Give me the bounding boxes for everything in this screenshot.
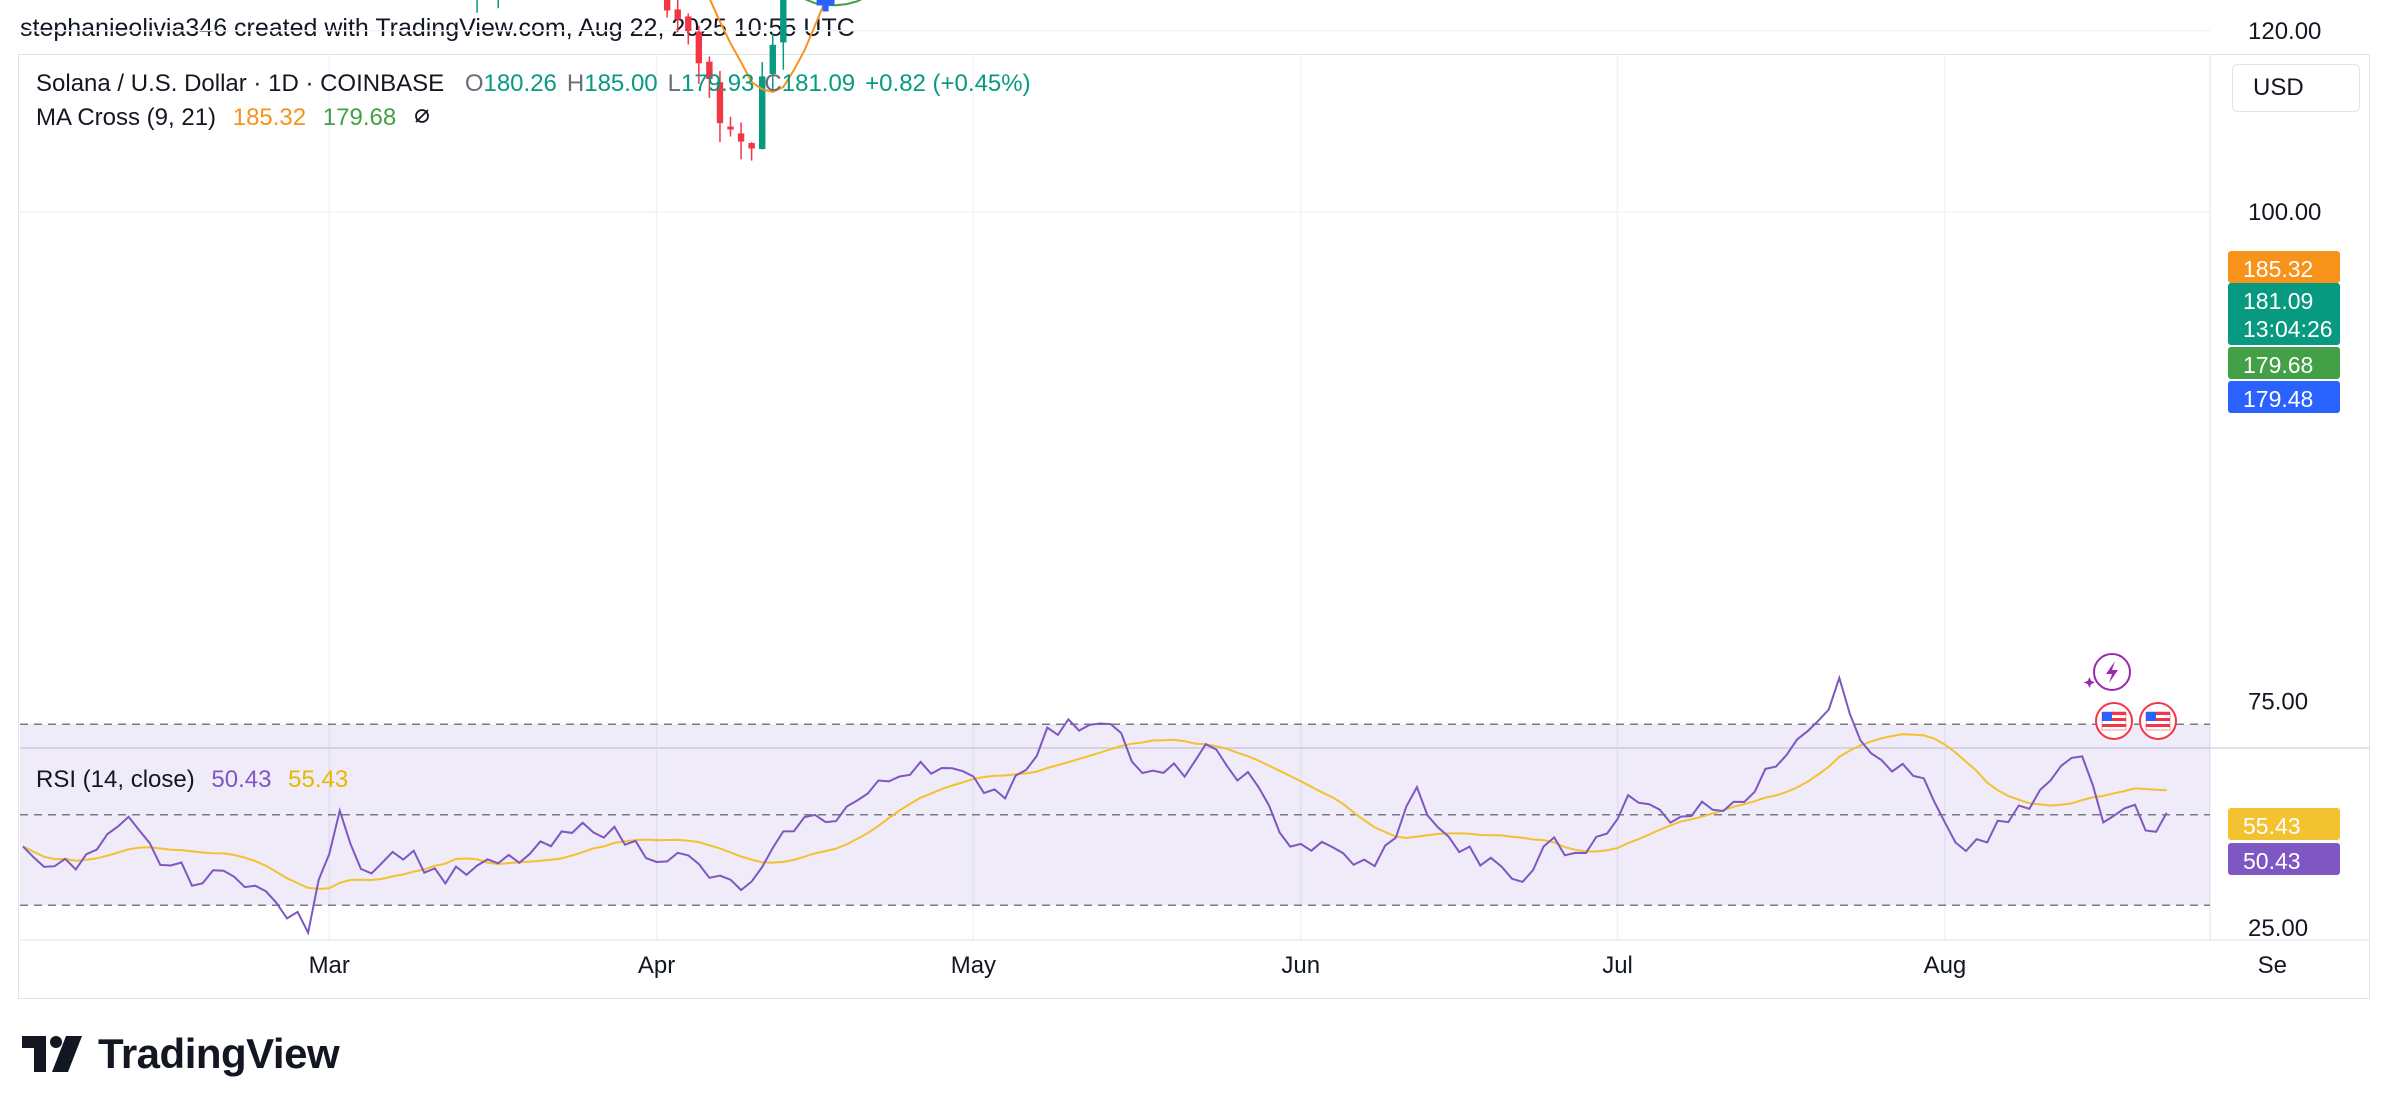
us-flag-event-icon[interactable] — [2139, 702, 2177, 740]
symbol-name[interactable]: Solana / U.S. Dollar · 1D · COINBASE — [36, 70, 445, 97]
close-value: 181.09 — [781, 70, 856, 97]
svg-text:179.48: 179.48 — [2243, 386, 2313, 412]
svg-text:185.32: 185.32 — [2243, 256, 2313, 282]
candle-body — [663, 0, 671, 11]
candle-body — [695, 31, 703, 64]
rsi-ma-value: 55.43 — [288, 766, 349, 793]
time-axis-tick-label: Jun — [1281, 952, 1320, 979]
ma-fast-value: 185.32 — [232, 104, 307, 131]
svg-text:181.09: 181.09 — [2243, 288, 2313, 314]
open-value: 180.26 — [483, 70, 557, 97]
ma-cross-marker — [816, 0, 835, 12]
ma-slow-price-tag: 179.68 — [2228, 347, 2340, 379]
svg-text:55.43: 55.43 — [2243, 813, 2301, 839]
ohlc-values: O180.26 H185.00 L179.93 C181.09 +0.82 (+0.45… — [465, 70, 1041, 97]
price-axis-tick-label: 120.00 — [2248, 18, 2321, 45]
price-axis-tick-label: 100.00 — [2248, 199, 2321, 226]
rsi-ma-tag: 55.43 — [2228, 808, 2340, 840]
ma-cross-legend[interactable]: MA Cross (9, 21) 185.32 179.68 — [36, 104, 441, 132]
rsi-value: 50.43 — [211, 766, 272, 793]
candle-body — [748, 143, 755, 149]
symbol-legend[interactable]: Solana / U.S. Dollar · 1D · COINBASE O18… — [36, 70, 1051, 98]
grid-lines — [20, 30, 2370, 941]
rsi-band — [20, 723, 2210, 906]
candle-body — [716, 82, 724, 124]
candle-body — [769, 44, 776, 74]
ma-cross-markers — [816, 0, 835, 12]
rsi-axis-tick-label: 25.00 — [2248, 915, 2308, 942]
candle-body — [737, 133, 745, 142]
time-axis-tick-label: Jul — [1602, 952, 1633, 979]
chart-frame — [18, 54, 2370, 999]
candle-body — [780, 0, 787, 43]
prev-close-price-tag: 179.48 — [2228, 381, 2340, 413]
rsi-axis-tick-label: 75.00 — [2248, 689, 2308, 716]
us-flag-event-icon[interactable] — [2095, 702, 2133, 740]
ma-fast-price-tag: 185.32 — [2228, 251, 2340, 283]
time-axis-tick-label: May — [951, 952, 996, 979]
high-label: H — [566, 70, 585, 97]
change-value: +0.82 (+0.45%) — [865, 70, 1031, 97]
rsi-value-tag: 50.43 — [2228, 843, 2340, 875]
rsi-legend[interactable]: RSI (14, close) 50.43 55.43 — [36, 766, 358, 794]
tradingview-logo-icon — [22, 1036, 82, 1072]
open-label: O — [464, 70, 484, 97]
time-axis-tick-label: Mar — [309, 952, 350, 979]
candle-body — [706, 61, 713, 80]
price-tags: 185.32181.0913:04:26179.68179.4855.4350.… — [2228, 251, 2340, 875]
low-label: L — [667, 70, 681, 97]
candle-body — [674, 9, 681, 20]
currency-button[interactable]: USD — [2232, 64, 2360, 112]
tradingview-logo[interactable]: TradingView — [22, 1030, 340, 1078]
candle-body — [685, 16, 692, 31]
rsi-series — [22, 674, 2168, 936]
rsi-ma-line — [22, 733, 2167, 890]
flash-event-icon[interactable] — [2083, 653, 2131, 691]
chart-credit: stephanieolivia346 created with TradingV… — [20, 14, 855, 42]
low-value: 179.93 — [681, 70, 755, 97]
candle-body — [727, 126, 734, 130]
candlestick-series — [476, 0, 787, 161]
rsi-line — [22, 674, 2168, 936]
svg-text:13:04:26: 13:04:26 — [2243, 316, 2333, 342]
candle-body — [759, 76, 766, 150]
ma-slow-value: 179.68 — [322, 104, 397, 131]
close-label: C — [764, 70, 782, 97]
ma-cross-label[interactable]: MA Cross (9, 21) — [36, 104, 217, 131]
time-axis-tick-label: Aug — [1924, 952, 1967, 979]
axes: 220.00200.00140.00120.00100.0075.0025.00… — [309, 18, 2322, 979]
rsi-label[interactable]: RSI (14, close) — [36, 766, 195, 793]
brand-name: TradingView — [98, 1030, 340, 1077]
svg-text:179.68: 179.68 — [2243, 352, 2313, 378]
ma-slow-line — [804, 0, 863, 7]
svg-text:50.43: 50.43 — [2243, 848, 2301, 874]
hidden-eye-icon[interactable] — [413, 104, 431, 131]
high-value: 185.00 — [584, 70, 658, 97]
time-axis-tick-label: Se — [2258, 952, 2287, 979]
time-axis-tick-label: Apr — [638, 952, 675, 979]
